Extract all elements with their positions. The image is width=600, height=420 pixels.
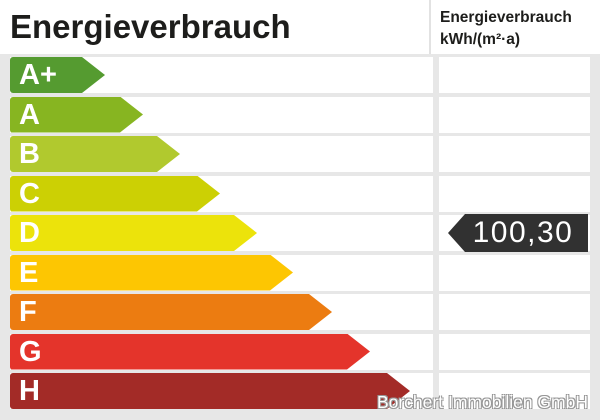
- value-indicator-label: 100,30: [472, 216, 574, 249]
- band-row-a-plus: A+: [0, 57, 600, 93]
- band-arrow-c: C: [10, 176, 220, 212]
- unit-column-header: Energieverbrauch kWh/(m²·a): [440, 7, 572, 51]
- value-cell: [439, 254, 590, 291]
- band-label: C: [19, 177, 40, 210]
- page-title: Energieverbrauch: [10, 8, 291, 45]
- band-row-g: G: [0, 333, 600, 370]
- band-arrow-g: G: [10, 334, 370, 370]
- band-row-b: B: [0, 136, 600, 172]
- band-row-h: H: [0, 373, 600, 409]
- band-arrow-a-plus: A+: [10, 57, 105, 93]
- value-cell: [439, 333, 590, 370]
- band-label: G: [19, 335, 42, 368]
- band-label: F: [19, 296, 37, 328]
- band-label: A: [19, 98, 40, 131]
- value-indicator-arrow: 100,30: [448, 214, 588, 252]
- band-label: H: [19, 375, 40, 407]
- band-row-f: F: [0, 294, 600, 330]
- watermark-text: Borchert Immobilien GmbH: [376, 392, 588, 412]
- title-bar: Energieverbrauch Energieverbrauch kWh/(m…: [0, 0, 600, 54]
- header-divider: [429, 0, 431, 54]
- band-arrow-a: A: [10, 97, 143, 133]
- value-cell: [439, 136, 590, 172]
- value-cell: [439, 373, 590, 409]
- band-row-e: E: [0, 254, 600, 291]
- band-label: B: [19, 138, 40, 170]
- value-cell: [439, 175, 590, 212]
- band-arrow-b: B: [10, 136, 180, 172]
- band-label: D: [19, 217, 40, 249]
- value-cell: [439, 96, 590, 133]
- value-cell: [439, 294, 590, 330]
- unit-header-line2: kWh/(m²·a): [440, 31, 521, 48]
- value-cell: [439, 57, 590, 93]
- band-arrow-h: H: [10, 373, 410, 409]
- band-arrow-d: D: [10, 215, 257, 251]
- band-row-c: C: [0, 175, 600, 212]
- band-label: A+: [19, 59, 57, 91]
- band-arrow-e: E: [10, 255, 293, 291]
- energy-scale: A+ A B C D: [0, 57, 600, 409]
- band-arrow-f: F: [10, 294, 332, 330]
- band-row-a: A: [0, 96, 600, 133]
- unit-header-line1: Energieverbrauch: [440, 9, 572, 26]
- band-label: E: [19, 256, 39, 289]
